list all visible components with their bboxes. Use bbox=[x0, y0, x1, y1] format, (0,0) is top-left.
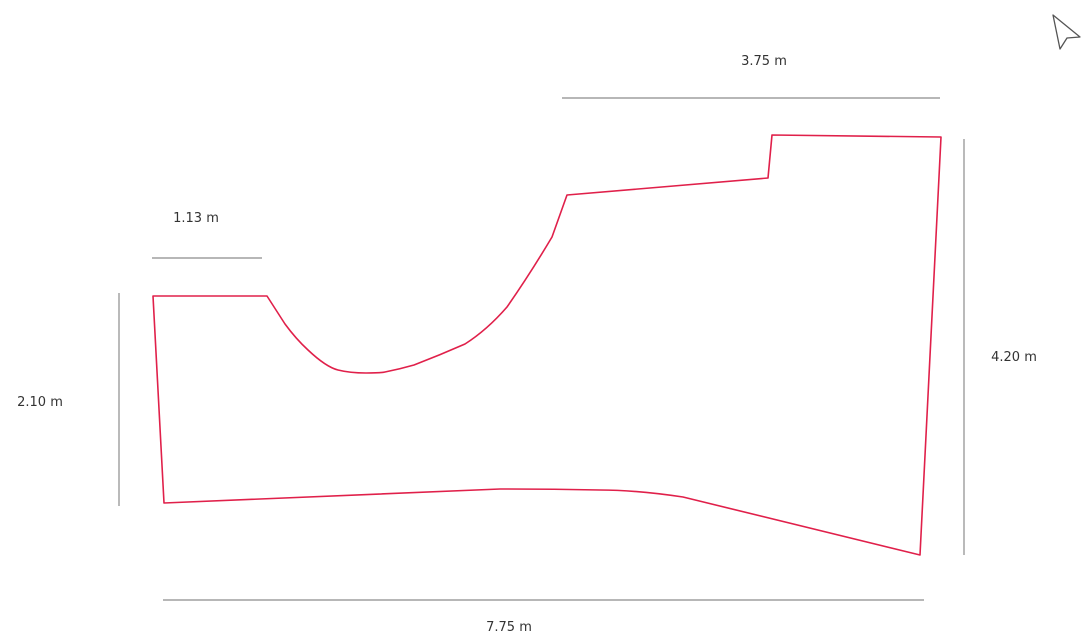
room-outline bbox=[152, 134, 942, 556]
dimension-label-top-left: 1.13 m bbox=[173, 211, 219, 226]
arrow-pointer-icon bbox=[1052, 14, 1081, 50]
dimension-label-top-right: 3.75 m bbox=[741, 54, 787, 69]
dimension-label-left: 2.10 m bbox=[17, 395, 63, 410]
dimension-label-bottom: 7.75 m bbox=[486, 620, 532, 635]
dimension-label-right: 4.20 m bbox=[991, 350, 1037, 365]
